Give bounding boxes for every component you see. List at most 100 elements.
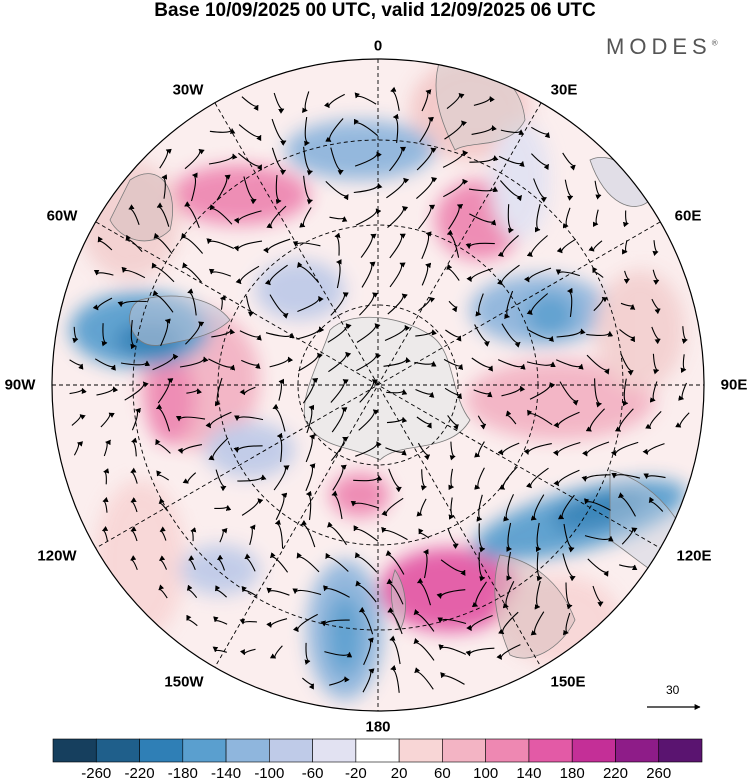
- wind-vector: [208, 153, 238, 165]
- wind-vector: [526, 361, 556, 368]
- wind-vector: [387, 293, 408, 315]
- wind-vector: [501, 385, 526, 397]
- wind-vector: [156, 202, 170, 227]
- wind-vector: [330, 436, 349, 462]
- wind-vector: [586, 354, 610, 375]
- wind-vector: [523, 443, 552, 455]
- lon-label-90e: 90E: [720, 376, 748, 394]
- wind-vector: [531, 153, 550, 171]
- wind-vector: [437, 617, 467, 625]
- wind-vector: [249, 524, 256, 546]
- wind-vector: [475, 293, 484, 317]
- wind-vector: [363, 637, 374, 666]
- wind-vectors: [69, 86, 690, 693]
- wind-vector: [324, 651, 353, 658]
- wind-vector: [526, 293, 549, 315]
- wind-vector: [355, 580, 377, 603]
- wind-vector: [465, 647, 495, 657]
- wind-vector: [296, 326, 325, 340]
- wind-vector: [151, 262, 175, 283]
- wind-vector: [186, 388, 202, 395]
- wind-vector: [642, 443, 665, 455]
- negative-anomaly: [255, 260, 345, 320]
- wind-vector: [159, 526, 167, 541]
- wind-vector: [498, 611, 519, 635]
- wind-vector: [555, 359, 584, 370]
- wind-vector: [243, 176, 257, 205]
- colorbar-segment: [615, 738, 660, 763]
- wind-vector: [449, 441, 456, 461]
- wind-vector: [381, 497, 404, 517]
- wind-vector: [469, 155, 499, 163]
- wind-vector: [273, 92, 285, 114]
- wind-vector: [413, 638, 435, 661]
- wind-vector: [417, 442, 431, 461]
- wind-vector: [161, 174, 168, 199]
- wind-vector: [216, 174, 231, 201]
- wind-vector: [442, 150, 469, 168]
- wind-vector: [327, 323, 352, 343]
- wind-vector: [505, 410, 517, 425]
- colorbar-tick-label: -100: [254, 765, 285, 782]
- wind-vector: [440, 672, 465, 685]
- wind-vector: [645, 411, 662, 430]
- modes-logo: MODES®: [606, 34, 718, 60]
- wind-vector: [468, 186, 499, 193]
- wind-vector: [588, 240, 603, 252]
- wind-vector: [125, 234, 143, 252]
- wind-vector: [219, 528, 228, 543]
- wind-vector: [271, 118, 287, 146]
- wind-vector: [383, 357, 411, 367]
- wind-vector: [506, 522, 512, 552]
- wind-vector: [536, 552, 543, 582]
- lon-label-60w: 60W: [46, 207, 78, 225]
- registered-mark: ®: [711, 38, 718, 48]
- wind-vector: [618, 492, 636, 517]
- wind-vector: [446, 229, 460, 258]
- wind-vector: [332, 464, 347, 491]
- wind-vector: [652, 269, 660, 285]
- wind-vector: [305, 490, 312, 520]
- wind-vector: [530, 494, 545, 521]
- wind-vector: [177, 444, 202, 454]
- wind-vector: [152, 290, 174, 313]
- wind-vector: [413, 609, 435, 632]
- wind-vector: [384, 325, 411, 342]
- colorbar-segment: [52, 738, 97, 763]
- wind-vector: [69, 387, 87, 395]
- wind-vector: [389, 262, 406, 288]
- meridian-60e-120w: [95, 221, 661, 549]
- map-title: Base 10/09/2025 00 UTC, valid 12/09/2025…: [154, 0, 596, 21]
- colorbar-tick-label: -180: [167, 765, 198, 782]
- wind-vector: [498, 466, 518, 490]
- wind-vector: [414, 361, 437, 367]
- wind-vector: [186, 614, 198, 627]
- wind-vector: [304, 642, 311, 665]
- wind-vector: [353, 118, 379, 137]
- colorbar-tick-label: -20: [345, 765, 367, 782]
- wind-vector: [264, 264, 288, 286]
- wind-vector: [187, 288, 197, 316]
- wind-vector: [186, 584, 198, 599]
- wind-vector: [417, 577, 432, 606]
- new-zealand-landmass: [390, 569, 406, 631]
- wind-vector: [390, 664, 400, 693]
- wind-vector: [529, 382, 556, 400]
- wind-vector: [587, 558, 609, 577]
- wind-vector: [93, 269, 114, 276]
- wind-vector: [527, 409, 553, 426]
- wind-vector: [241, 586, 258, 597]
- wind-vector: [209, 204, 233, 225]
- wind-vector: [381, 526, 408, 541]
- wind-vector: [478, 552, 486, 582]
- wind-vector: [320, 619, 350, 627]
- wind-vector: [241, 498, 264, 516]
- wind-vector: [190, 172, 198, 202]
- wind-vector: [299, 207, 312, 228]
- wind-vector: [358, 409, 379, 431]
- wind-vector: [586, 331, 614, 337]
- wind-vector: [329, 216, 348, 222]
- wind-vector: [553, 411, 580, 429]
- wind-vector: [354, 552, 378, 573]
- wind-vector: [445, 329, 462, 342]
